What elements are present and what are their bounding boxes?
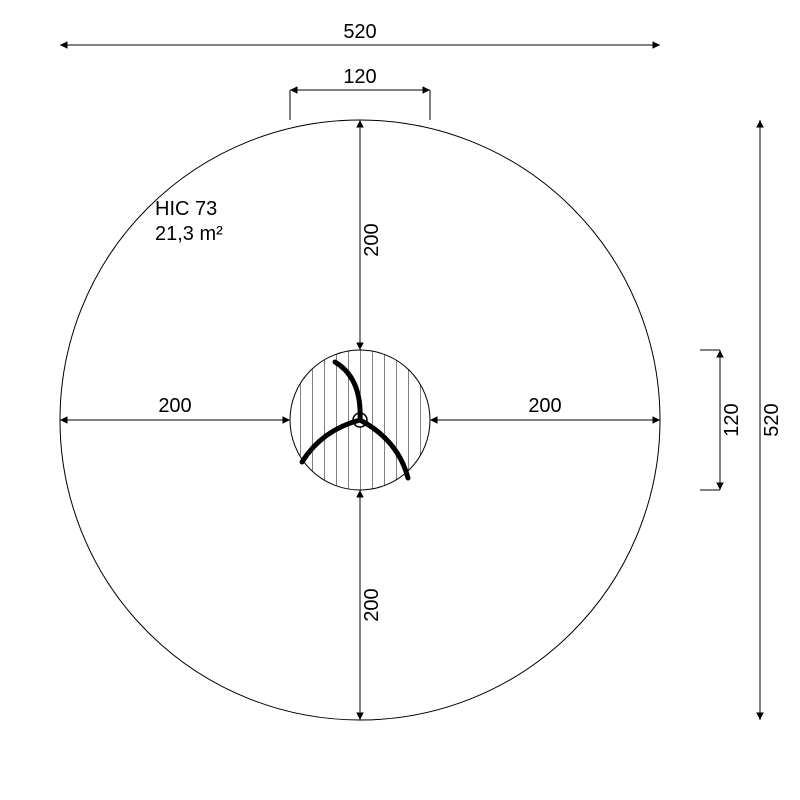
info-area-label: 21,3 m² (155, 223, 223, 245)
safety-zone-diagram: 520 120 200 200 200 200 HIC 73 21,3 m² 5… (0, 0, 800, 800)
dim-width-total-label: 520 (343, 21, 376, 43)
dim-radial-top-label: 200 (361, 223, 383, 256)
dim-radial-right-label: 200 (528, 395, 561, 417)
dim-height-inner-label: 120 (721, 403, 743, 436)
dim-width-inner-label: 120 (343, 66, 376, 88)
dim-radial-left-label: 200 (158, 395, 191, 417)
dim-radial-bottom-label: 200 (361, 588, 383, 621)
info-hic-label: HIC 73 (155, 198, 217, 220)
dim-height-total-label: 520 (761, 403, 783, 436)
